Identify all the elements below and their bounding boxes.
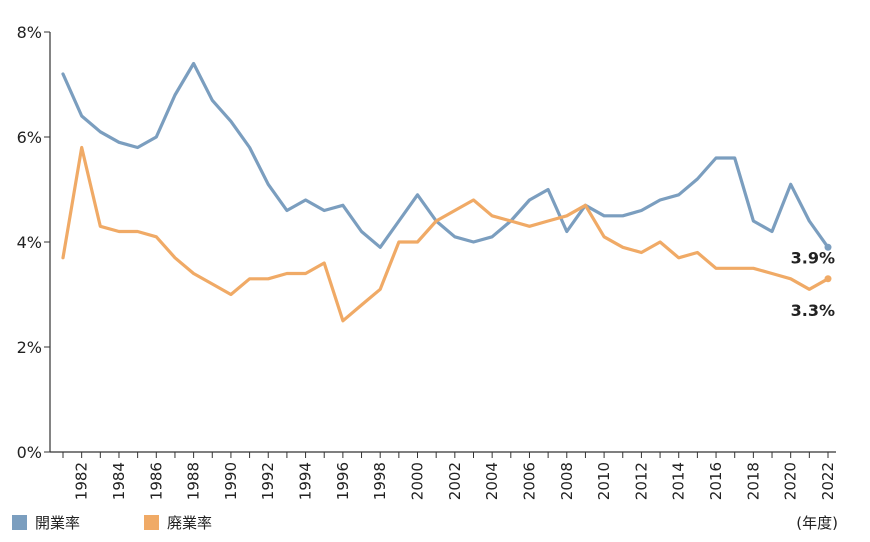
end-labels: 3.9% 3.3% [791, 248, 835, 320]
legend: 開業率 廃業率 [12, 512, 212, 533]
y-tick-label: 4% [17, 233, 42, 252]
legend-item-closure-rate: 廃業率 [144, 512, 212, 533]
series-end-point-1 [824, 275, 832, 283]
legend-item-opening-rate: 開業率 [12, 512, 80, 533]
x-tick-label: 2018 [744, 462, 762, 500]
x-tick-label: 2006 [520, 462, 538, 500]
x-tick-label: 2002 [446, 462, 464, 500]
series-line-0 [61, 61, 830, 249]
x-tick-label: 1994 [297, 462, 315, 500]
x-axis: 1982 1984 1986 1988 1990 1992 1994 1996 1998 2000… [50, 451, 837, 500]
legend-swatch-closure-rate [144, 515, 160, 530]
x-tick-label: 2022 [819, 462, 837, 500]
x-tick-label: 1984 [110, 462, 128, 500]
y-tick-label: 6% [17, 128, 42, 147]
x-tick-label: 1996 [334, 462, 352, 500]
y-tick-label: 2% [17, 338, 42, 357]
x-tick-label: 1998 [371, 462, 389, 500]
x-tick-label: 2012 [632, 462, 650, 500]
x-tick-label: 2000 [409, 462, 427, 500]
x-tick-label: 2010 [595, 462, 613, 500]
x-tick-label: 1982 [73, 462, 91, 500]
series-end-point-0 [824, 243, 832, 251]
legend-label-closure-rate: 廃業率 [167, 514, 213, 532]
x-tick-label: 2016 [707, 462, 725, 500]
series-layer [61, 61, 832, 323]
series-line-1 [61, 145, 830, 323]
x-tick-label: 2004 [483, 462, 501, 500]
x-tick-label: 2020 [782, 462, 800, 500]
y-tick-label: 8% [17, 23, 42, 42]
x-tick-label: 1986 [147, 462, 165, 500]
x-tick-label: 1990 [222, 462, 240, 500]
x-tick-label: 1988 [185, 462, 203, 500]
legend-label-opening-rate: 開業率 [35, 514, 81, 532]
line-chart: 0%2%4%6%8% 1982 1984 1986 1988 1990 1992 1994 1… [17, 23, 837, 500]
y-tick-label: 0% [17, 443, 42, 462]
x-tick-label: 2008 [558, 462, 576, 500]
y-axis: 0% 2% 4% 6% 8% [17, 23, 51, 462]
x-tick-label: 2014 [670, 462, 688, 500]
series-end-label-0: 3.9% [791, 248, 835, 267]
x-axis-unit-label: (年度) [796, 514, 838, 532]
x-tick-label: 1992 [259, 462, 277, 500]
legend-swatch-opening-rate [12, 515, 27, 530]
series-end-label-1: 3.3% [791, 301, 835, 320]
